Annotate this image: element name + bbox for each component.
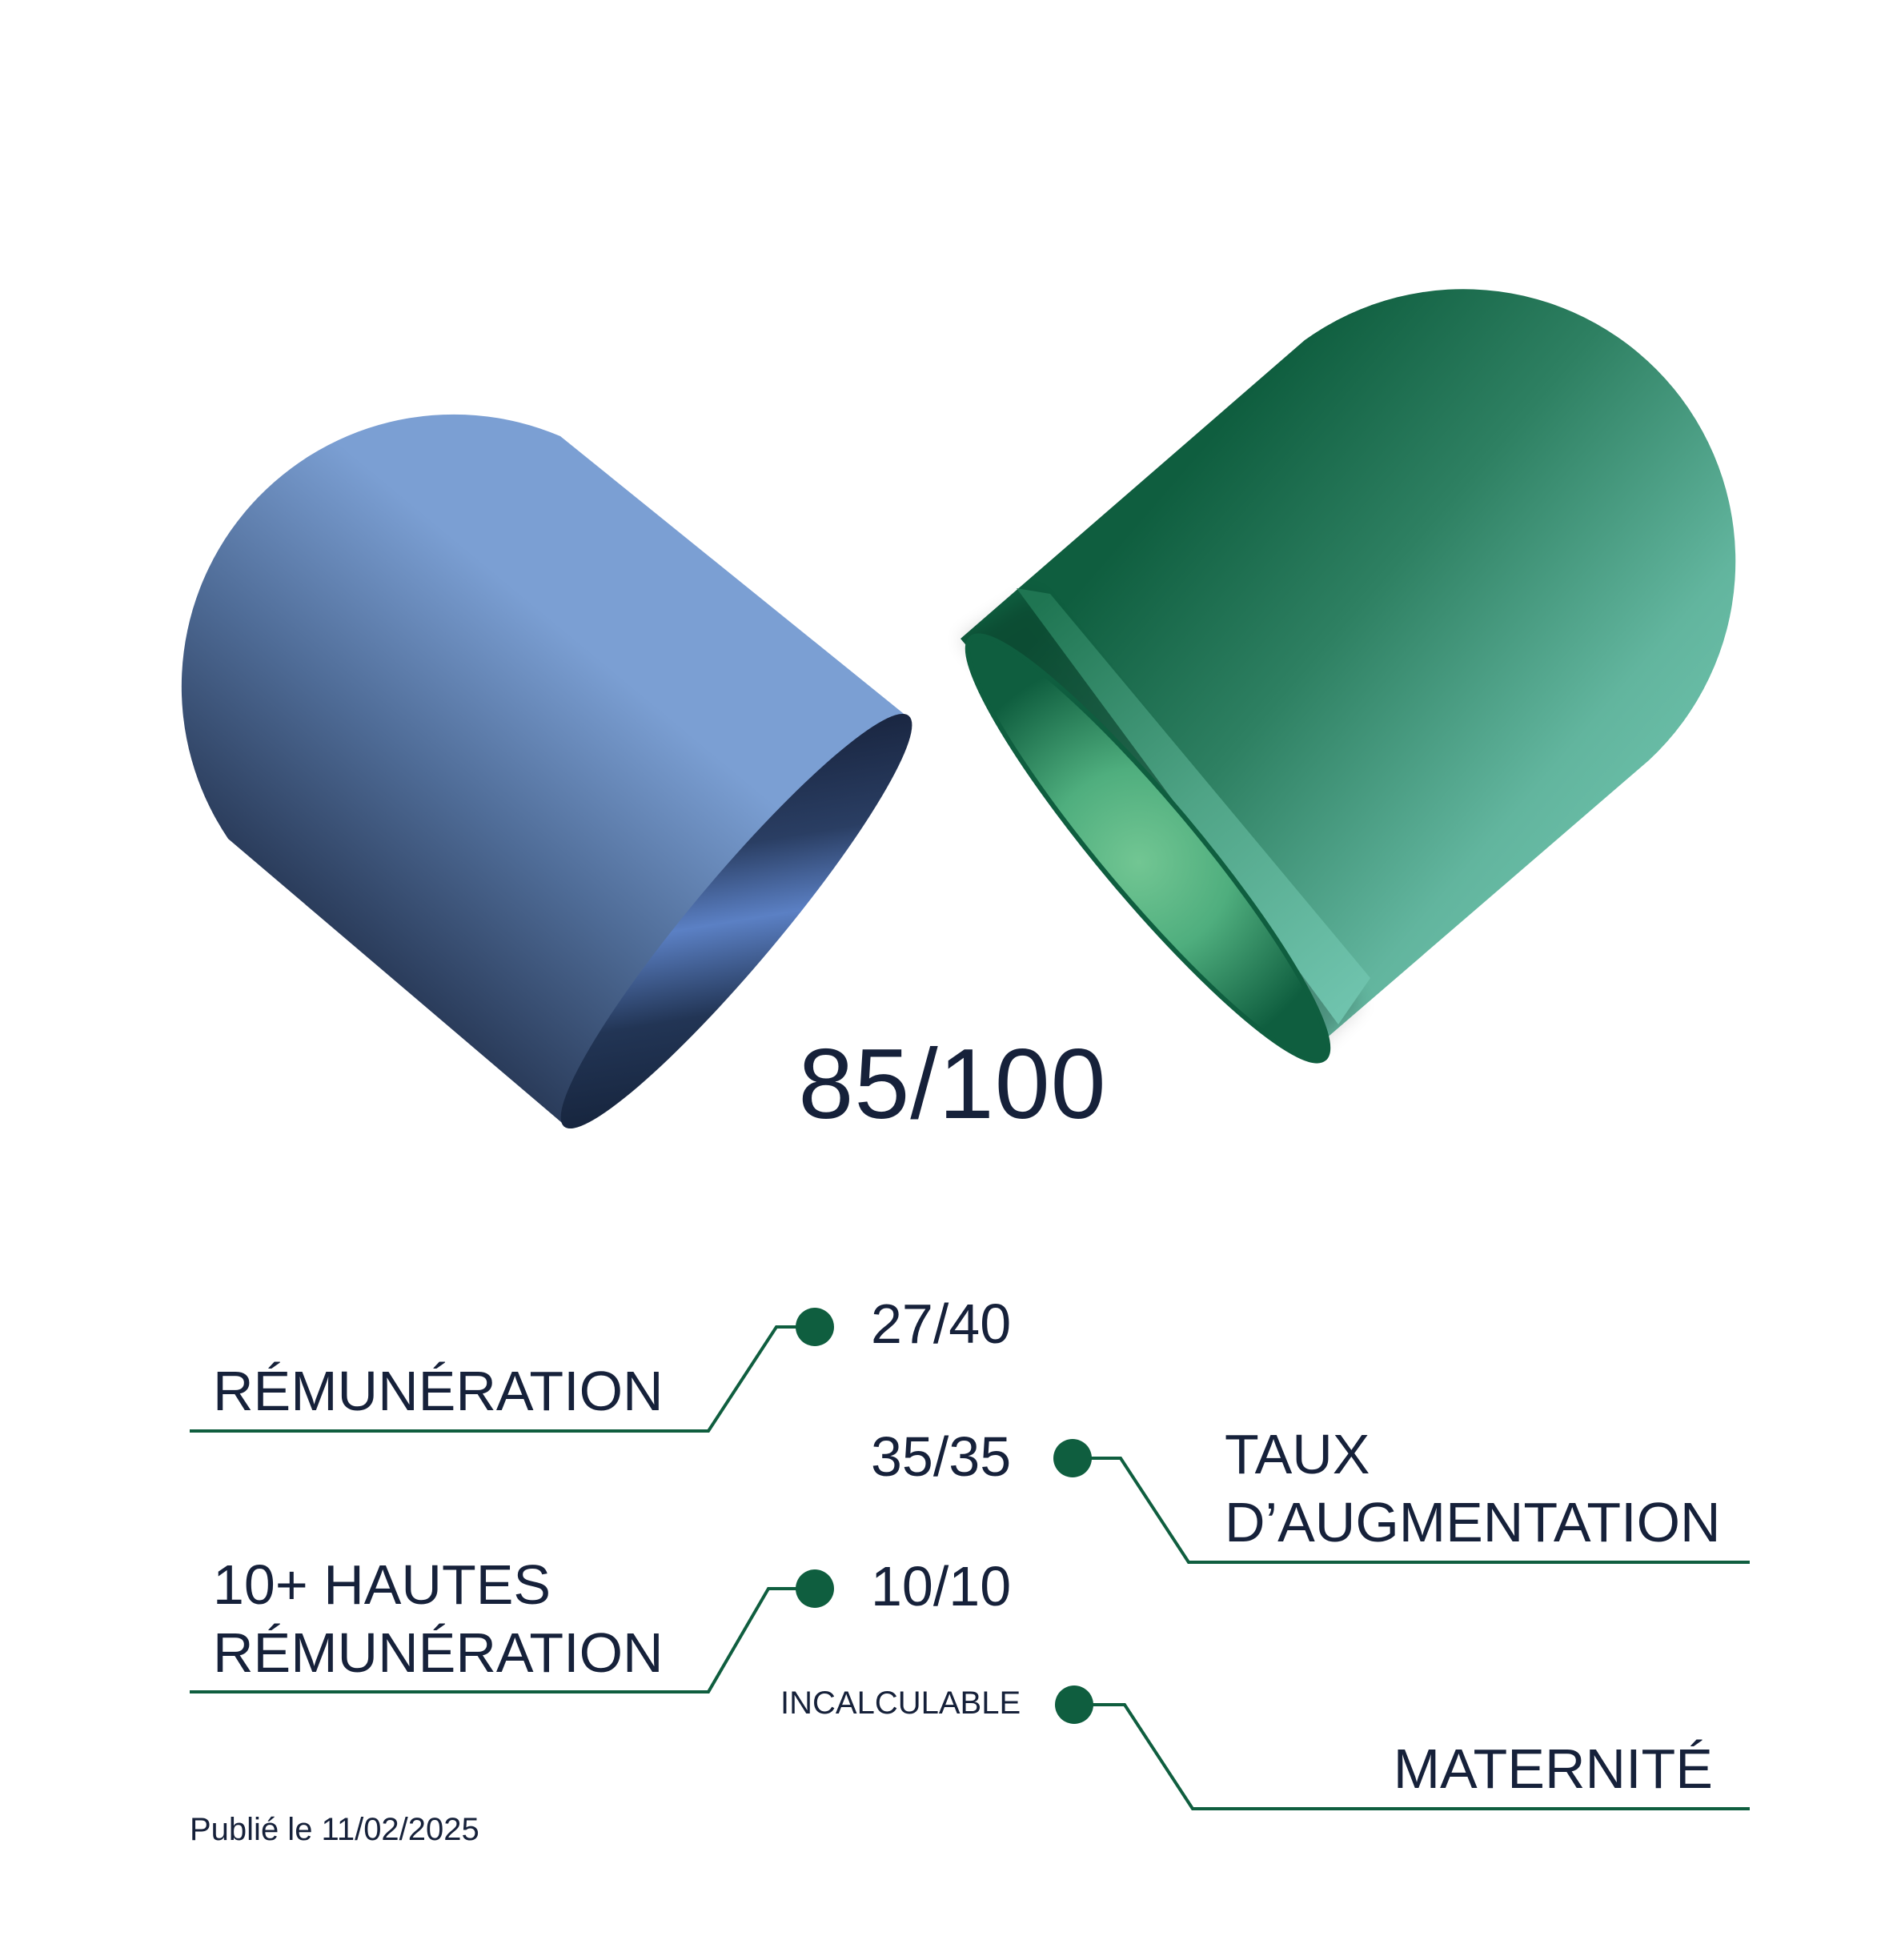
indicator-dots	[796, 1308, 1093, 1724]
dot-taux	[1053, 1439, 1092, 1477]
green-capsule-half	[961, 289, 1736, 1064]
indicator-score-maternite: INCALCULABLE	[780, 1685, 1021, 1721]
connector-maternite	[1074, 1703, 1750, 1810]
indicator-label-maternite: MATERNITÉ	[1393, 1738, 1713, 1800]
indicator-connectors	[190, 1325, 1750, 1810]
connector-taux	[1074, 1457, 1750, 1564]
indicator-score-hautes: 10/10	[871, 1555, 1012, 1617]
indicator-label-hautes-line2: RÉMUNÉRATION	[213, 1621, 664, 1684]
dot-remuneration	[796, 1308, 834, 1346]
indicator-label-hautes-line1: 10+ HAUTES	[213, 1553, 551, 1616]
connector-hautes	[190, 1587, 812, 1693]
indicator-label-taux-line1: TAUX	[1225, 1423, 1370, 1485]
indicator-label-remuneration: RÉMUNÉRATION	[213, 1360, 664, 1422]
connector-remuneration	[190, 1325, 812, 1433]
dot-hautes	[796, 1569, 834, 1608]
indicator-label-taux-line2: D’AUGMENTATION	[1225, 1491, 1721, 1553]
publication-date: Publié le 11/02/2025	[190, 1812, 479, 1847]
indicator-score-remuneration: 27/40	[871, 1293, 1012, 1355]
blue-capsule-half	[181, 414, 912, 1129]
dot-maternite	[1055, 1685, 1093, 1724]
total-score: 85/100	[798, 1029, 1107, 1140]
indicator-score-taux: 35/35	[871, 1425, 1012, 1488]
